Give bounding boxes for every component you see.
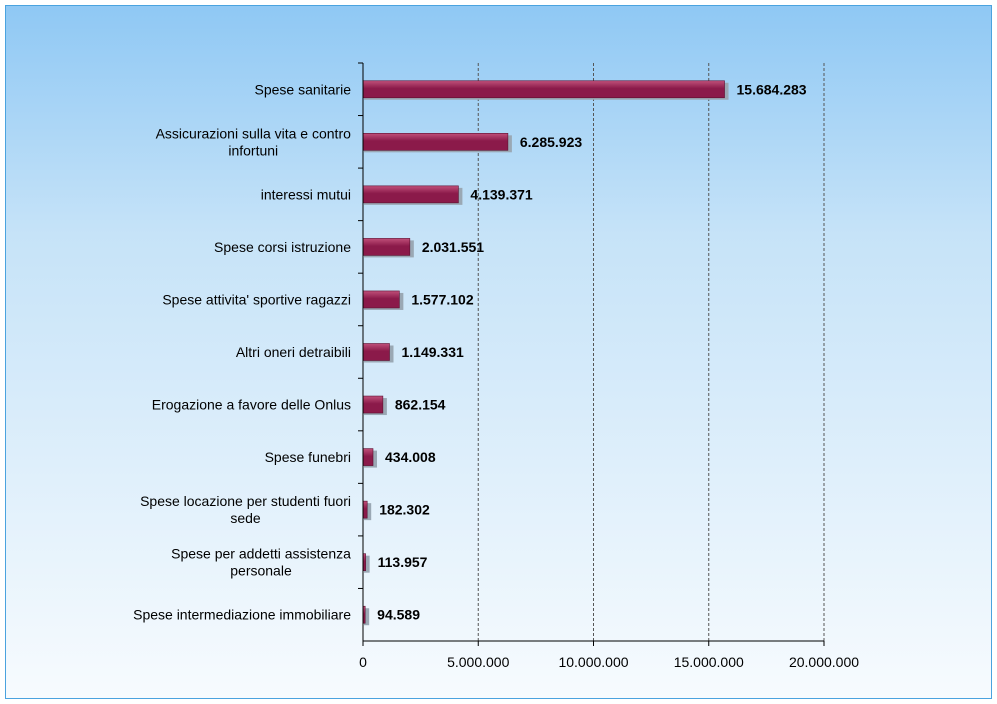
category-label-line: Spese sanitarie xyxy=(254,81,351,97)
category-label-line: Spese intermediazione immobiliare xyxy=(133,607,351,623)
bar xyxy=(362,343,390,361)
category-label: Spese corsi istruzione xyxy=(214,239,351,255)
category-label: Spese funebri xyxy=(265,449,351,465)
data-label: 862.154 xyxy=(395,397,446,413)
category-label-line: Altri oneri detraibili xyxy=(236,344,351,360)
bar xyxy=(362,80,725,99)
category-label-line: Assicurazioni sulla vita e contro xyxy=(156,125,352,141)
data-label: 1.577.102 xyxy=(411,291,473,307)
category-label-line: Spese attivita' sportive ragazzi xyxy=(162,291,351,307)
bar-shadow xyxy=(364,608,370,626)
data-label: 4.139.371 xyxy=(470,186,532,202)
data-label: 94.589 xyxy=(377,607,420,623)
bar xyxy=(362,448,374,466)
data-label: 113.957 xyxy=(378,554,428,570)
bar xyxy=(362,500,368,519)
data-label: 182.302 xyxy=(379,502,430,518)
category-label-line: Erogazione a favore delle Onlus xyxy=(152,397,351,413)
axes xyxy=(358,62,825,646)
data-label: 2.031.551 xyxy=(422,239,484,255)
category-label-line: Spese per addetti assistenza xyxy=(171,546,351,562)
category-label-line: Spese corsi istruzione xyxy=(214,239,351,255)
category-label-line: infortuni xyxy=(228,142,278,158)
bar-shadow xyxy=(364,555,370,573)
labels: 0 5.000.000 10.000.000 15.000.000 20.000.000… xyxy=(133,81,859,670)
bar xyxy=(362,185,459,204)
gridlines xyxy=(477,63,825,641)
data-label: 15.684.283 xyxy=(737,81,807,97)
category-label: Spese per addetti assistenza personale xyxy=(171,546,351,579)
bar-shadow xyxy=(364,503,372,521)
bar-chart: 0 5.000.000 10.000.000 15.000.000 20.000.000… xyxy=(133,62,859,670)
x-tick-label: 5.000.000 xyxy=(447,654,509,670)
x-tick-label: 10.000.000 xyxy=(558,654,628,670)
category-label-line: personale xyxy=(230,563,292,579)
category-label: Spese locazione per studenti fuori sede xyxy=(140,493,351,526)
category-label-line: sede xyxy=(230,510,261,526)
x-tick-label: 0 xyxy=(359,654,367,670)
data-label: 1.149.331 xyxy=(401,344,463,360)
bar xyxy=(362,238,411,256)
category-label-line: interessi mutui xyxy=(261,186,351,202)
data-label: 434.008 xyxy=(385,449,436,465)
category-label-line: Spese locazione per studenti fuori xyxy=(140,493,351,509)
bar xyxy=(362,133,509,151)
category-label: interessi mutui xyxy=(261,186,351,202)
category-label: Assicurazioni sulla vita e contro infortu… xyxy=(156,125,352,158)
data-label: 6.285.923 xyxy=(520,134,582,150)
category-label-line: Spese funebri xyxy=(265,449,351,465)
category-label: Erogazione a favore delle Onlus xyxy=(152,397,351,413)
bar xyxy=(362,290,400,309)
category-label: Altri oneri detraibili xyxy=(236,344,351,360)
x-tick-label: 20.000.000 xyxy=(789,654,859,670)
bar xyxy=(362,395,384,414)
bars xyxy=(362,80,729,626)
x-tick-label: 15.000.000 xyxy=(674,654,744,670)
category-label: Spese sanitarie xyxy=(254,81,351,97)
chart-frame: 0 5.000.000 10.000.000 15.000.000 20.000.000… xyxy=(5,5,992,699)
category-label: Spese attivita' sportive ragazzi xyxy=(162,291,351,307)
category-label: Spese intermediazione immobiliare xyxy=(133,607,351,623)
